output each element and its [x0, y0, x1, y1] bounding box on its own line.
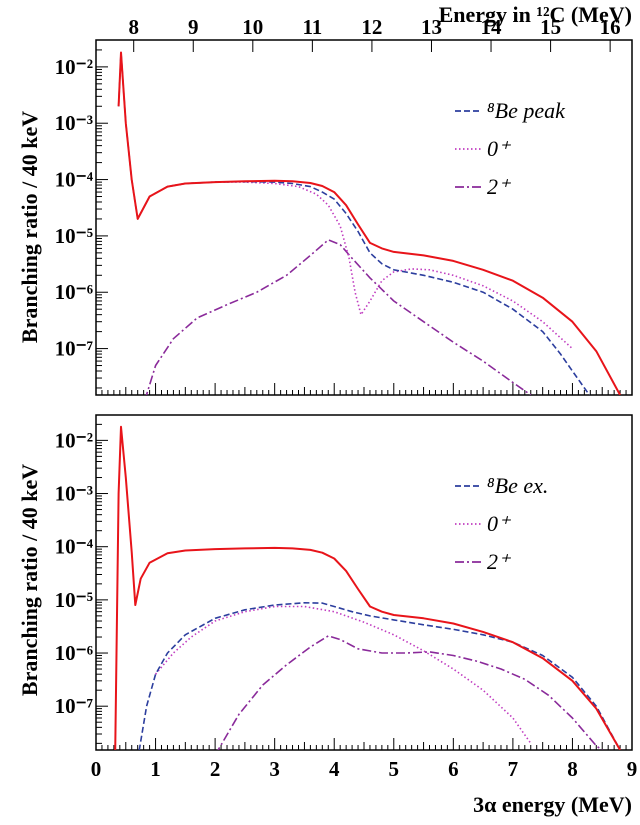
y-tick-label: 10⁻² [55, 428, 93, 452]
x-tick-label: 5 [389, 757, 400, 781]
y-tick-label: 10⁻⁶ [55, 641, 93, 665]
x-tick-label: 8 [567, 757, 578, 781]
top-axis-tick-label: 12 [361, 15, 382, 39]
x-tick-label: 1 [150, 757, 161, 781]
top-y-axis-title: Branching ratio / 40 keV [17, 111, 42, 343]
top-axis-title: Energy in ¹²C (MeV) [439, 2, 632, 27]
y-tick-label: 10⁻³ [55, 482, 93, 506]
x-tick-label: 4 [329, 757, 340, 781]
series-dashed-line [138, 601, 621, 750]
x-tick-label: 6 [448, 757, 459, 781]
legend-label: ⁸Be peak [487, 98, 566, 123]
series-dashdot-line [145, 239, 532, 395]
series-total-line [117, 51, 621, 395]
x-axis-title: 3α energy (MeV) [473, 792, 632, 817]
y-tick-label: 10⁻⁵ [55, 224, 93, 248]
top-axis-tick-label: 8 [128, 15, 139, 39]
legend-label: 0⁺ [487, 136, 512, 161]
top-axis-tick-label: 14 [481, 15, 503, 39]
top-panel: Energy in ¹²C (MeV) Branching ratio / 40… [17, 2, 633, 396]
legend-label: 0⁺ [487, 511, 512, 536]
plot-frame [95, 39, 633, 396]
top-axis-tick-label: 16 [600, 15, 621, 39]
x-tick-label: 2 [210, 757, 221, 781]
y-tick-label: 10⁻⁷ [55, 694, 93, 718]
top-axis-tick-label: 10 [242, 15, 263, 39]
y-tick-label: 10⁻⁶ [55, 280, 93, 304]
top-axis-tick-label: 9 [188, 15, 199, 39]
plot-frame [95, 414, 633, 751]
series-dotted-line [154, 605, 532, 744]
bottom-panel: 3α energy (MeV) Branching ratio / 40 keV… [17, 414, 638, 817]
legend-label: 2⁺ [487, 549, 512, 574]
top-axis-tick-label: 15 [540, 15, 561, 39]
legend-label: 2⁺ [487, 174, 512, 199]
legend-label: ⁸Be ex. [487, 473, 548, 498]
x-tick-label: 0 [91, 757, 102, 781]
y-tick-label: 10⁻⁴ [55, 535, 94, 559]
series-dashdot-line [217, 635, 604, 750]
series-dotted-line [167, 181, 573, 350]
y-tick-label: 10⁻³ [55, 111, 93, 135]
x-tick-label: 7 [508, 757, 519, 781]
y-tick-label: 10⁻² [55, 55, 93, 79]
y-tick-label: 10⁻⁴ [55, 168, 94, 192]
bottom-y-axis-title: Branching ratio / 40 keV [17, 464, 42, 696]
x-tick-label: 3 [269, 757, 280, 781]
series-total-line [114, 425, 621, 750]
top-axis-tick-label: 13 [421, 15, 442, 39]
x-tick-label: 9 [627, 757, 638, 781]
top-axis-tick-label: 11 [302, 15, 322, 39]
y-tick-label: 10⁻⁷ [55, 337, 93, 361]
y-tick-label: 10⁻⁵ [55, 588, 93, 612]
